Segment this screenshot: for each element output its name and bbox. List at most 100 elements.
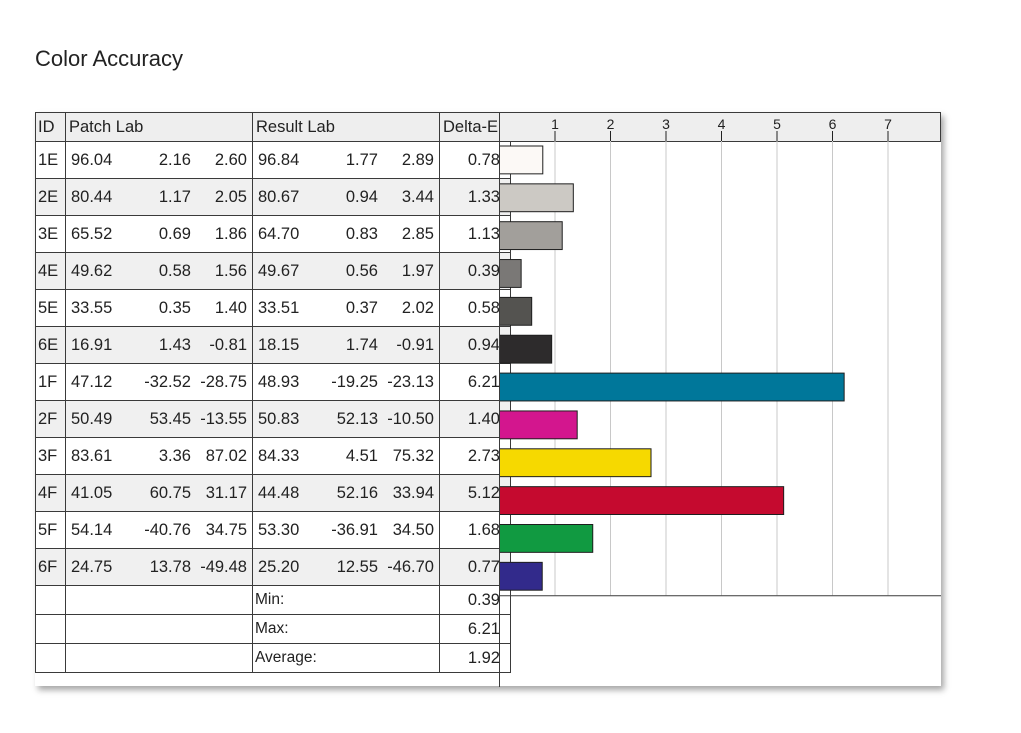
result-lab-L: 18.15: [258, 335, 300, 354]
result-lab-cell: 84.33 4.51 75.32: [252, 437, 440, 475]
table-row: 6F 24.75 13.78 -49.48 25.20 12.55 -46.70 0.77: [35, 548, 511, 586]
axis-tick-label: 4: [718, 116, 726, 132]
empty-cell: [35, 643, 66, 673]
patch-lab-a: -32.52: [144, 372, 191, 391]
result-lab-a: 1.77: [345, 150, 378, 169]
patch-lab-b: -13.55: [200, 409, 247, 428]
result-lab-L: 49.67: [258, 261, 300, 280]
patch-lab-cell: 96.04 2.16 2.60: [65, 141, 253, 179]
result-lab-b: 33.94: [392, 483, 434, 502]
patch-lab-a: 0.69: [158, 224, 191, 243]
result-lab-values: 84.33 4.51 75.32: [253, 447, 439, 466]
patch-lab-values: 50.49 53.45 -13.55: [66, 410, 252, 429]
summary-row: Min: 0.39: [35, 585, 511, 615]
result-lab-values: 64.70 0.83 2.85: [253, 225, 439, 244]
patch-lab-a: 2.16: [158, 150, 191, 169]
patch-lab-L: 80.44: [71, 187, 113, 206]
axis-tick-label: 1: [551, 116, 559, 132]
result-lab-cell: 80.67 0.94 3.44: [252, 178, 440, 216]
result-lab-a: 1.74: [345, 335, 378, 354]
summary-row: Max: 6.21: [35, 614, 511, 644]
patch-id: 1F: [35, 363, 66, 401]
patch-lab-cell: 50.49 53.45 -13.55: [65, 400, 253, 438]
result-lab-b: -0.91: [396, 335, 434, 354]
patch-lab-values: 33.55 0.35 1.40: [66, 299, 252, 318]
result-lab-b: 2.02: [401, 298, 434, 317]
page-title: Color Accuracy: [35, 46, 183, 71]
patch-lab-values: 96.04 2.16 2.60: [66, 151, 252, 170]
patch-lab-L: 50.49: [71, 409, 113, 428]
axis-tick-label: 2: [607, 116, 615, 132]
result-lab-L: 96.84: [258, 150, 300, 169]
patch-id: 6F: [35, 548, 66, 586]
result-lab-L: 84.33: [258, 446, 300, 465]
result-lab-L: 25.20: [258, 557, 300, 576]
result-lab-b: 2.85: [401, 224, 434, 243]
patch-lab-cell: 41.05 60.75 31.17: [65, 474, 253, 512]
result-lab-a: -19.25: [331, 372, 378, 391]
result-lab-values: 96.84 1.77 2.89: [253, 151, 439, 170]
patch-lab-cell: 49.62 0.58 1.56: [65, 252, 253, 290]
patch-lab-cell: 24.75 13.78 -49.48: [65, 548, 253, 586]
result-lab-b: -46.70: [387, 557, 434, 576]
patch-lab-L: 16.91: [71, 335, 113, 354]
result-lab-b: 3.44: [401, 187, 434, 206]
result-lab-b: 1.97: [401, 261, 434, 280]
bar-2F: [499, 410, 578, 440]
patch-lab-a: 0.58: [158, 261, 191, 280]
result-lab-a: 52.16: [336, 483, 378, 502]
result-lab-a: 0.56: [345, 261, 378, 280]
result-lab-cell: 53.30 -36.91 34.50: [252, 511, 440, 549]
bar-5E: [499, 296, 533, 326]
summary-label: Max:: [252, 614, 440, 644]
result-lab-values: 50.83 52.13 -10.50: [253, 410, 439, 429]
result-lab-values: 48.93 -19.25 -23.13: [253, 373, 439, 392]
patch-id: 4F: [35, 474, 66, 512]
header-result-lab: Result Lab: [252, 112, 440, 142]
empty-cell: [65, 585, 253, 615]
empty-cell: [65, 643, 253, 673]
patch-lab-cell: 54.14 -40.76 34.75: [65, 511, 253, 549]
patch-lab-values: 49.62 0.58 1.56: [66, 262, 252, 281]
result-lab-values: 80.67 0.94 3.44: [253, 188, 439, 207]
result-lab-cell: 96.84 1.77 2.89: [252, 141, 440, 179]
patch-lab-cell: 83.61 3.36 87.02: [65, 437, 253, 475]
patch-id: 5F: [35, 511, 66, 549]
bar-6E: [499, 334, 553, 364]
result-lab-a: 12.55: [336, 557, 378, 576]
table-row: 3E 65.52 0.69 1.86 64.70 0.83 2.85 1.13: [35, 215, 511, 253]
result-lab-b: 75.32: [392, 446, 434, 465]
patch-id: 3E: [35, 215, 66, 253]
result-lab-cell: 49.67 0.56 1.97: [252, 252, 440, 290]
bar-6F: [499, 561, 543, 591]
patch-lab-cell: 16.91 1.43 -0.81: [65, 326, 253, 364]
patch-lab-b: -0.81: [209, 335, 247, 354]
result-lab-values: 25.20 12.55 -46.70: [253, 558, 439, 577]
header-id: ID: [35, 112, 66, 142]
patch-lab-a: 3.36: [158, 446, 191, 465]
table-row: 4E 49.62 0.58 1.56 49.67 0.56 1.97 0.39: [35, 252, 511, 290]
patch-id: 6E: [35, 326, 66, 364]
patch-lab-L: 41.05: [71, 483, 113, 502]
patch-id: 1E: [35, 141, 66, 179]
axis-tick-label: 6: [829, 116, 837, 132]
result-lab-a: 0.83: [345, 224, 378, 243]
result-lab-cell: 25.20 12.55 -46.70: [252, 548, 440, 586]
axis-tick-label: 5: [773, 116, 781, 132]
summary-label: Min:: [252, 585, 440, 615]
patch-lab-b: 34.75: [205, 520, 247, 539]
bar-3E: [499, 221, 563, 251]
result-lab-b: -23.13: [387, 372, 434, 391]
patch-lab-values: 16.91 1.43 -0.81: [66, 336, 252, 355]
result-lab-a: 0.94: [345, 187, 378, 206]
table-row: 1E 96.04 2.16 2.60 96.84 1.77 2.89 0.78: [35, 141, 511, 179]
patch-lab-cell: 47.12 -32.52 -28.75: [65, 363, 253, 401]
delta-e-bar-chart: 1 2 3 4 5 6 7: [499, 112, 941, 687]
patch-id: 5E: [35, 289, 66, 327]
result-lab-a: 0.37: [345, 298, 378, 317]
patch-lab-b: 31.17: [205, 483, 247, 502]
bar-5F: [499, 524, 594, 553]
result-lab-cell: 48.93 -19.25 -23.13: [252, 363, 440, 401]
summary-row: Average: 1.92: [35, 643, 511, 673]
result-lab-cell: 33.51 0.37 2.02: [252, 289, 440, 327]
